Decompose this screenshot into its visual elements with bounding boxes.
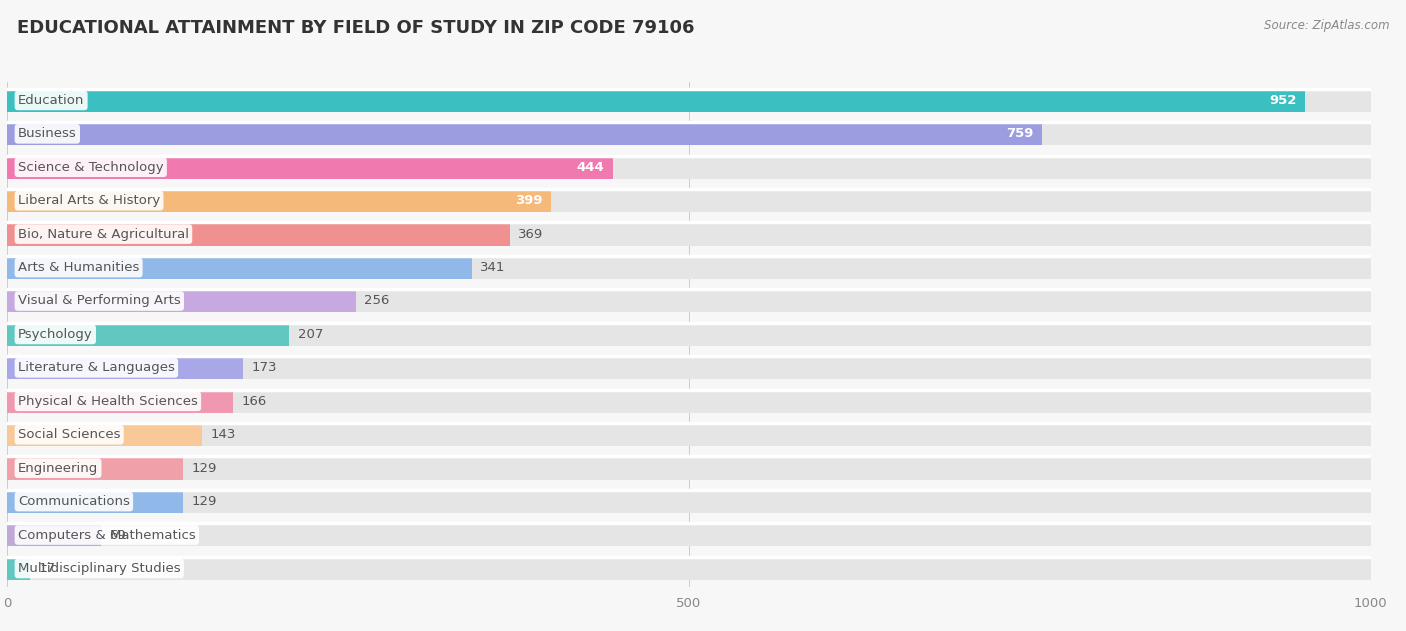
Bar bbox=[7, 156, 1371, 179]
Bar bbox=[7, 189, 551, 212]
Text: Liberal Arts & History: Liberal Arts & History bbox=[18, 194, 160, 207]
Text: 173: 173 bbox=[252, 362, 277, 374]
Text: 143: 143 bbox=[211, 428, 236, 441]
Text: Communications: Communications bbox=[18, 495, 129, 508]
Bar bbox=[7, 357, 1371, 379]
Bar bbox=[7, 423, 1371, 446]
Bar bbox=[7, 122, 1371, 145]
Bar bbox=[7, 256, 472, 279]
Text: EDUCATIONAL ATTAINMENT BY FIELD OF STUDY IN ZIP CODE 79106: EDUCATIONAL ATTAINMENT BY FIELD OF STUDY… bbox=[17, 19, 695, 37]
Text: Science & Technology: Science & Technology bbox=[18, 161, 163, 174]
Text: Visual & Performing Arts: Visual & Performing Arts bbox=[18, 295, 181, 307]
Bar bbox=[7, 490, 1371, 513]
Text: 444: 444 bbox=[576, 161, 605, 174]
Text: 166: 166 bbox=[242, 395, 267, 408]
Bar bbox=[7, 290, 1371, 312]
Bar bbox=[7, 223, 1371, 245]
Bar bbox=[7, 323, 1371, 346]
Bar bbox=[7, 89, 1371, 112]
Text: Education: Education bbox=[18, 94, 84, 107]
Text: 759: 759 bbox=[1007, 127, 1033, 140]
Text: Multidisciplinary Studies: Multidisciplinary Studies bbox=[18, 562, 180, 575]
Bar bbox=[7, 524, 101, 546]
Text: Literature & Languages: Literature & Languages bbox=[18, 362, 174, 374]
Bar bbox=[7, 89, 1305, 112]
Bar bbox=[7, 457, 1371, 480]
Bar bbox=[7, 390, 233, 413]
Text: 129: 129 bbox=[191, 462, 217, 475]
Text: Physical & Health Sciences: Physical & Health Sciences bbox=[18, 395, 198, 408]
Bar bbox=[7, 357, 243, 379]
Text: Computers & Mathematics: Computers & Mathematics bbox=[18, 529, 195, 541]
Bar bbox=[7, 290, 356, 312]
Text: Source: ZipAtlas.com: Source: ZipAtlas.com bbox=[1264, 19, 1389, 32]
Text: Bio, Nature & Agricultural: Bio, Nature & Agricultural bbox=[18, 228, 188, 240]
Text: Business: Business bbox=[18, 127, 77, 140]
Bar bbox=[7, 557, 30, 580]
Bar bbox=[7, 557, 1371, 580]
Bar bbox=[7, 490, 183, 513]
Bar bbox=[7, 189, 1371, 212]
Text: 207: 207 bbox=[298, 328, 323, 341]
Text: 256: 256 bbox=[364, 295, 389, 307]
Text: Engineering: Engineering bbox=[18, 462, 98, 475]
Bar bbox=[7, 122, 1042, 145]
Bar bbox=[7, 423, 202, 446]
Bar bbox=[7, 457, 183, 480]
Text: 399: 399 bbox=[516, 194, 543, 207]
Text: 17: 17 bbox=[38, 562, 55, 575]
Text: 341: 341 bbox=[481, 261, 506, 274]
Text: 369: 369 bbox=[519, 228, 544, 240]
Bar bbox=[7, 323, 290, 346]
Bar bbox=[7, 223, 510, 245]
Bar bbox=[7, 524, 1371, 546]
Bar bbox=[7, 390, 1371, 413]
Bar bbox=[7, 156, 613, 179]
Text: 129: 129 bbox=[191, 495, 217, 508]
Text: 952: 952 bbox=[1270, 94, 1298, 107]
Text: 69: 69 bbox=[110, 529, 127, 541]
Bar bbox=[7, 256, 1371, 279]
Text: Social Sciences: Social Sciences bbox=[18, 428, 121, 441]
Text: Arts & Humanities: Arts & Humanities bbox=[18, 261, 139, 274]
Text: Psychology: Psychology bbox=[18, 328, 93, 341]
